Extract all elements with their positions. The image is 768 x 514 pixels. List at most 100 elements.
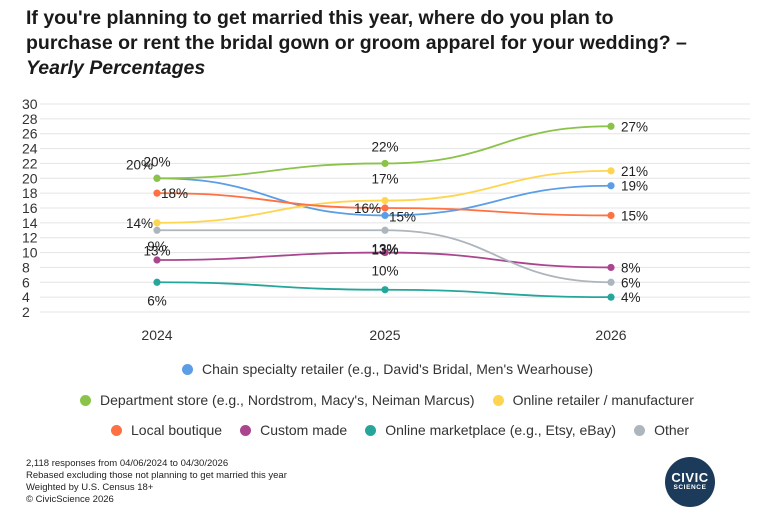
title-line-2: purchase or rent the bridal gown or groo… bbox=[26, 32, 687, 54]
data-label: 21% bbox=[621, 164, 648, 179]
data-point bbox=[381, 196, 389, 205]
legend-label: Department store (e.g., Nordstrom, Macy'… bbox=[100, 392, 475, 408]
y-tick-label: 12 bbox=[22, 230, 38, 246]
series-points bbox=[153, 122, 615, 301]
data-label: 20% bbox=[126, 157, 153, 172]
legend-swatch bbox=[492, 394, 504, 406]
legend-item: Local boutique bbox=[111, 422, 222, 438]
x-tick-label: 2024 bbox=[141, 327, 172, 343]
data-point bbox=[381, 226, 389, 234]
legend-label: Local boutique bbox=[131, 422, 223, 438]
y-tick-label: 24 bbox=[22, 141, 38, 157]
data-point bbox=[153, 226, 161, 234]
legend-row-1: Chain specialty retailer (e.g., David's … bbox=[182, 361, 611, 377]
data-label: 10% bbox=[371, 264, 398, 279]
legend-item: Other bbox=[634, 422, 689, 438]
data-point bbox=[381, 204, 389, 212]
data-label: 9% bbox=[147, 239, 167, 254]
legend-label: Other bbox=[654, 422, 690, 438]
data-point bbox=[153, 189, 161, 197]
y-tick-label: 4 bbox=[22, 289, 30, 305]
y-tick-label: 14 bbox=[22, 215, 38, 231]
civicscience-logo: CIVIC SCIENCE bbox=[665, 457, 715, 507]
legend-item: Online marketplace (e.g., Etsy, eBay) bbox=[365, 422, 616, 438]
legend-swatch bbox=[111, 424, 122, 436]
y-tick-label: 10 bbox=[22, 245, 38, 261]
legend-swatch bbox=[634, 424, 646, 436]
data-label: 6% bbox=[147, 293, 167, 308]
data-point bbox=[381, 159, 389, 168]
y-tick-label: 30 bbox=[22, 96, 38, 112]
legend-label: Chain specialty retailer (e.g., David's … bbox=[202, 361, 594, 377]
data-point bbox=[153, 219, 161, 227]
data-label: 15% bbox=[621, 208, 648, 223]
data-label: 6% bbox=[621, 275, 641, 290]
data-label: 13% bbox=[143, 243, 170, 258]
data-label: 20% bbox=[143, 154, 170, 169]
x-tick-label: 2025 bbox=[369, 327, 400, 343]
y-tick-label: 16 bbox=[22, 200, 38, 216]
logo-text-civic: CIVIC bbox=[671, 470, 709, 485]
chart-subtitle: Yearly Percentages bbox=[26, 57, 206, 79]
legend-item: Online retailer / manufacturer bbox=[492, 392, 694, 408]
data-label: 14% bbox=[126, 216, 153, 231]
data-point bbox=[607, 211, 615, 220]
y-tick-label: 20 bbox=[22, 170, 38, 186]
data-point bbox=[607, 182, 615, 190]
data-label: 17% bbox=[371, 172, 398, 187]
data-point bbox=[607, 263, 615, 272]
data-label: 13% bbox=[371, 243, 398, 258]
y-tick-label: 28 bbox=[22, 111, 38, 127]
footnote-copyright: © CivicScience 2026 bbox=[26, 494, 114, 505]
title-line-1: If you're planning to get married this y… bbox=[26, 7, 614, 29]
legend-swatch bbox=[182, 363, 193, 375]
y-tick-label: 22 bbox=[22, 155, 38, 171]
footnote-weighting: Weighted by U.S. Census 18+ bbox=[26, 482, 154, 493]
x-axis: 2024 2025 2026 bbox=[141, 327, 626, 343]
y-tick-label: 8 bbox=[22, 259, 30, 275]
legend-item: Department store (e.g., Nordstrom, Macy'… bbox=[80, 392, 475, 408]
legend-label: Online retailer / manufacturer bbox=[512, 392, 694, 408]
data-point bbox=[381, 286, 389, 294]
legend-label: Custom made bbox=[260, 422, 348, 438]
data-point bbox=[381, 248, 389, 257]
data-point bbox=[381, 211, 389, 220]
logo-text-science: SCIENCE bbox=[673, 484, 707, 491]
data-label: 13% bbox=[371, 241, 398, 256]
data-label: 4% bbox=[621, 290, 641, 305]
legend-swatch bbox=[365, 424, 377, 436]
data-point bbox=[607, 293, 615, 301]
y-tick-label: 26 bbox=[22, 126, 38, 142]
legend-item: Chain specialty retailer (e.g., David's … bbox=[182, 361, 593, 377]
legend-row-3: Local boutique Custom made Online marketpl… bbox=[111, 422, 707, 438]
data-point bbox=[153, 256, 161, 264]
y-tick-label: 6 bbox=[22, 274, 30, 290]
data-point bbox=[607, 278, 615, 286]
legend-row-2: Department store (e.g., Nordstrom, Macy'… bbox=[80, 392, 712, 408]
footnote-rebased: Rebased excluding those not planning to … bbox=[26, 470, 287, 481]
y-tick-label: 2 bbox=[22, 304, 30, 320]
data-point bbox=[153, 278, 161, 286]
footnote-responses: 2,118 responses from 04/06/2024 to 04/30… bbox=[26, 458, 229, 469]
data-point bbox=[607, 167, 615, 175]
data-label: 19% bbox=[621, 179, 648, 194]
data-label: 27% bbox=[621, 119, 648, 134]
data-label: 18% bbox=[161, 186, 188, 201]
data-label: 8% bbox=[621, 260, 641, 275]
data-point bbox=[607, 122, 615, 130]
data-label: 22% bbox=[371, 139, 398, 154]
legend-item: Custom made bbox=[240, 422, 347, 438]
y-tick-label: 18 bbox=[22, 185, 38, 201]
data-point bbox=[153, 174, 161, 182]
data-label: 15% bbox=[389, 209, 416, 224]
data-labels: 20%15%19%20%22%27%14%17%21%18%16% 15%9% 13… bbox=[126, 119, 648, 308]
legend-label: Online marketplace (e.g., Etsy, eBay) bbox=[385, 422, 617, 438]
legend-swatch bbox=[240, 424, 252, 436]
x-tick-label: 2026 bbox=[595, 327, 626, 343]
data-label: 16% bbox=[354, 201, 381, 216]
footnotes: 2,118 responses from 04/06/2024 to 04/30… bbox=[26, 458, 287, 506]
legend-swatch bbox=[80, 394, 91, 406]
chart-title: If you're planning to get married this y… bbox=[26, 6, 756, 81]
